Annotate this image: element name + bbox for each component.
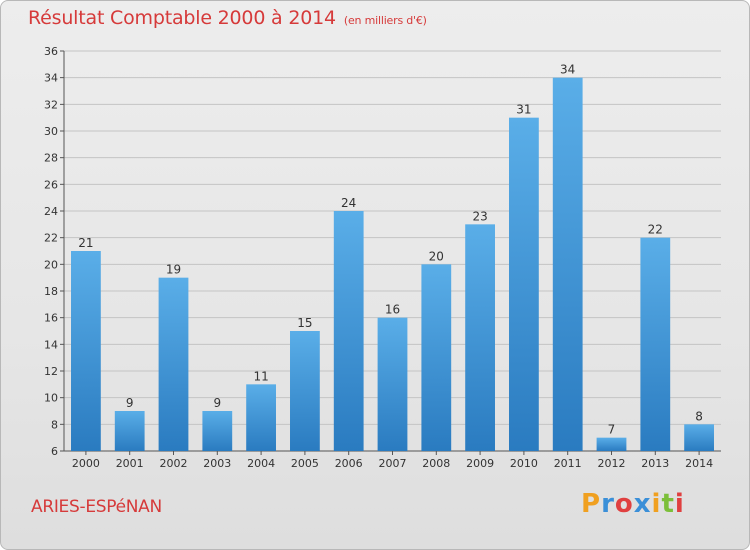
chart-subtitle: (en milliers d'€)	[343, 14, 427, 27]
bar-2010	[509, 117, 539, 452]
logo-letter: t	[661, 489, 675, 519]
logo-letter: P	[581, 489, 602, 519]
chart-title: Résultat Comptable 2000 à 2014 (en millie…	[28, 7, 427, 29]
logo-letter: r	[601, 489, 615, 519]
data-label: 7	[608, 423, 616, 437]
x-tick-label: 2008	[422, 457, 450, 470]
y-tick-label: 14	[44, 338, 58, 351]
y-tick-label: 18	[44, 285, 58, 298]
x-tick-label: 2000	[72, 457, 100, 470]
y-tick-label: 20	[44, 258, 58, 271]
x-tick-label: 2012	[598, 457, 626, 470]
data-label: 9	[126, 396, 134, 410]
y-tick-label: 32	[44, 98, 58, 111]
y-tick-label: 36	[44, 45, 58, 58]
y-tick-label: 8	[51, 418, 58, 431]
logo-letter: x	[633, 489, 652, 519]
data-label: 34	[560, 63, 575, 77]
data-label: 22	[648, 223, 663, 237]
y-tick-label: 6	[51, 445, 58, 458]
y-tick-label: 28	[44, 152, 58, 165]
data-label: 21	[78, 236, 93, 250]
x-tick-label: 2001	[116, 457, 144, 470]
data-label: 11	[253, 369, 268, 383]
logo-letter: i	[651, 489, 662, 519]
x-tick-label: 2004	[247, 457, 275, 470]
bar-2000	[71, 251, 101, 451]
bar-2012	[596, 437, 627, 451]
x-tick-label: 2013	[641, 457, 669, 470]
data-label: 24	[341, 196, 356, 210]
y-tick-label: 22	[44, 232, 58, 245]
bar-2003	[202, 411, 233, 451]
data-label: 15	[297, 316, 312, 330]
x-tick-label: 2003	[203, 457, 231, 470]
data-label: 20	[429, 249, 444, 263]
bar-2005	[290, 331, 320, 451]
bar-2007	[377, 317, 408, 451]
data-label: 16	[385, 303, 400, 317]
data-label: 23	[472, 209, 487, 223]
title-text: Résultat Comptable 2000 à 2014	[28, 7, 336, 29]
proxiti-logo: Proxiti	[581, 489, 685, 519]
y-tick-label: 30	[44, 125, 58, 138]
y-tick-label: 34	[44, 72, 58, 85]
bar-2006	[333, 211, 364, 451]
x-tick-label: 2011	[554, 457, 582, 470]
y-tick-label: 26	[44, 178, 58, 191]
data-label: 19	[166, 263, 181, 277]
commune-name: ARIES-ESPéNAN	[31, 497, 162, 517]
data-label: 9	[213, 396, 221, 410]
x-tick-label: 2010	[510, 457, 538, 470]
x-tick-label: 2009	[466, 457, 494, 470]
y-tick-label: 24	[44, 205, 58, 218]
x-tick-label: 2014	[685, 457, 713, 470]
bar-2004	[246, 384, 276, 451]
y-tick-label: 10	[44, 392, 58, 405]
x-tick-label: 2002	[160, 457, 188, 470]
data-label: 8	[695, 409, 703, 423]
bar-2002	[158, 277, 189, 451]
logo-letter: i	[674, 489, 685, 519]
bar-2009	[465, 224, 495, 451]
x-tick-label: 2006	[335, 457, 363, 470]
y-tick-label: 12	[44, 365, 58, 378]
bar-2001	[114, 411, 145, 451]
y-tick-label: 16	[44, 312, 58, 325]
data-label: 31	[516, 103, 531, 117]
bar-2008	[421, 264, 452, 451]
bar-2014	[684, 424, 714, 451]
x-tick-label: 2005	[291, 457, 319, 470]
bar-2013	[640, 237, 671, 451]
bar-2011	[552, 77, 583, 452]
x-tick-label: 2007	[379, 457, 407, 470]
logo-letter: o	[614, 489, 634, 519]
